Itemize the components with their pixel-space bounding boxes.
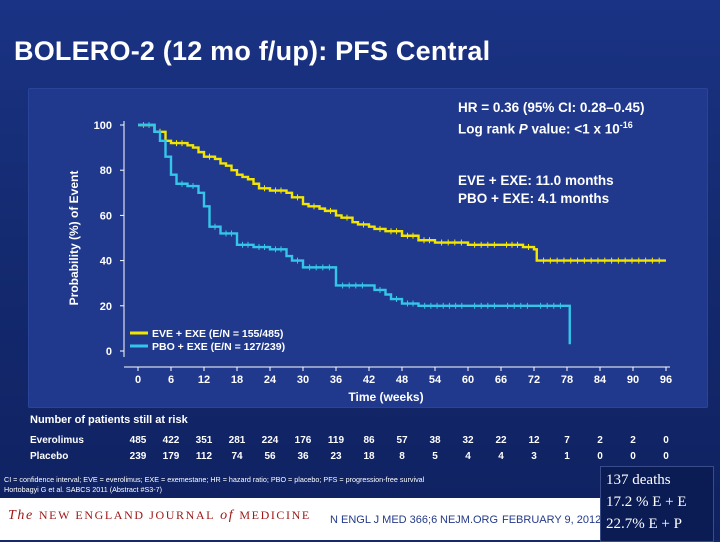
- citation-date: FEBRUARY 9, 2012: [502, 514, 602, 526]
- y-tick-label: 20: [100, 301, 112, 313]
- risk-table-cell: 8: [399, 451, 405, 462]
- x-tick-label: 42: [363, 374, 375, 386]
- x-tick-label: 90: [627, 374, 639, 386]
- risk-table-cell: 4: [465, 451, 471, 462]
- risk-table-cell: 119: [327, 435, 345, 446]
- risk-table-cell: 74: [231, 451, 243, 462]
- risk-table-cell: 7: [564, 435, 570, 446]
- series-line-pbo: [138, 123, 571, 345]
- risk-table-cell: 1: [564, 451, 570, 462]
- x-tick-label: 48: [396, 374, 408, 386]
- legend-label: EVE + EXE (E/N = 155/485): [152, 328, 283, 340]
- pbo-median-text: PBO + EXE: 4.1 months: [458, 191, 610, 206]
- risk-table-cell: 422: [162, 435, 180, 446]
- risk-table-cell: 0: [630, 451, 636, 462]
- risk-table-cell: 4: [498, 451, 504, 462]
- y-tick-label: 0: [106, 346, 112, 358]
- risk-table-cell: 56: [264, 451, 276, 462]
- x-tick-label: 72: [528, 374, 540, 386]
- x-tick-label: 0: [135, 374, 141, 386]
- legend-label: PBO + EXE (E/N = 127/239): [152, 341, 285, 353]
- x-tick-label: 60: [462, 374, 474, 386]
- risk-table-cell: 112: [195, 451, 213, 462]
- risk-table-cell: 32: [462, 435, 474, 446]
- x-tick-label: 84: [594, 374, 607, 386]
- risk-row-label-everolimus: Everolimus: [30, 435, 84, 446]
- risk-table-cell: 176: [294, 435, 312, 446]
- x-tick-label: 24: [264, 374, 277, 386]
- risk-table-cell: 281: [228, 435, 246, 446]
- y-tick-label: 40: [100, 256, 112, 268]
- risk-table-cell: 5: [432, 451, 438, 462]
- risk-table-cell: 86: [363, 435, 375, 446]
- risk-table-cell: 2: [597, 435, 603, 446]
- risk-table-cell: 36: [297, 451, 309, 462]
- risk-table-cell: 239: [129, 451, 147, 462]
- risk-table-cell: 38: [429, 435, 441, 446]
- logrank-exponent: -16: [619, 120, 633, 130]
- risk-table-cell: 12: [528, 435, 540, 446]
- risk-row-label-placebo: Placebo: [30, 451, 69, 462]
- abbreviations-footnote: CI = confidence interval; EVE = everolim…: [4, 475, 425, 484]
- y-tick-label: 60: [100, 210, 112, 222]
- deaths-note-box: [600, 466, 714, 542]
- x-tick-label: 6: [168, 374, 174, 386]
- y-tick-label: 80: [100, 165, 112, 177]
- note-deaths: 137 deaths: [606, 472, 671, 488]
- risk-table-cell: 3: [531, 451, 537, 462]
- risk-table-cell: 57: [396, 435, 408, 446]
- journal-of: of: [215, 508, 240, 523]
- reference-footnote: Hortobagyi G et al. SABCS 2011 (Abstract…: [4, 485, 163, 494]
- x-tick-label: 78: [561, 374, 573, 386]
- chart-panel: [28, 88, 708, 408]
- footer-bar: [0, 498, 600, 540]
- series-line-eve: [138, 123, 666, 262]
- logrank-text: Log rank P value: <1 x 10-16: [458, 117, 633, 138]
- x-axis-label: Time (weeks): [348, 390, 423, 404]
- x-tick-label: 36: [330, 374, 342, 386]
- x-tick-label: 18: [231, 374, 243, 386]
- risk-table-cell: 18: [363, 451, 375, 462]
- x-tick-label: 30: [297, 374, 309, 386]
- risk-table-title: Number of patients still at risk: [30, 414, 188, 426]
- risk-table-cell: 0: [663, 451, 669, 462]
- journal-title: NEW ENGLAND JOURNAL: [38, 508, 216, 522]
- hazard-ratio-text: HR = 0.36 (95% CI: 0.28–0.45): [458, 100, 645, 115]
- y-axis-label: Probability (%) of Event: [67, 171, 81, 306]
- x-tick-label: 54: [429, 374, 442, 386]
- risk-table-cell: 0: [663, 435, 669, 446]
- logrank-p: P: [518, 121, 528, 137]
- y-tick-label: 100: [94, 120, 112, 132]
- x-tick-label: 12: [198, 374, 210, 386]
- citation-volume: N ENGL J MED 366;6: [330, 514, 438, 526]
- x-tick-label: 96: [660, 374, 672, 386]
- citation-site: NEJM.ORG: [440, 514, 499, 526]
- note-pbo: 22.7% E + P: [606, 516, 682, 532]
- risk-table-cell: 485: [129, 435, 147, 446]
- journal-the: The: [8, 508, 39, 523]
- risk-table-cell: 23: [330, 451, 342, 462]
- journal-name: The NEW ENGLAND JOURNAL of MEDICINE: [8, 508, 311, 524]
- x-tick-label: 66: [495, 374, 507, 386]
- eve-median-text: EVE + EXE: 11.0 months: [458, 173, 614, 188]
- logrank-mid: value: <1 x 10: [527, 121, 620, 137]
- note-eve: 17.2 % E + E: [606, 494, 687, 510]
- risk-table-cell: 179: [162, 451, 180, 462]
- risk-table-cell: 2: [630, 435, 636, 446]
- risk-table-cell: 224: [261, 435, 279, 446]
- risk-table-cell: 22: [495, 435, 507, 446]
- risk-table-cell: 351: [195, 435, 213, 446]
- slide-title: BOLERO-2 (12 mo f/up): PFS Central: [14, 36, 491, 66]
- risk-table-cell: 0: [597, 451, 603, 462]
- logrank-prefix: Log rank: [458, 121, 519, 137]
- journal-medicine: MEDICINE: [239, 508, 311, 522]
